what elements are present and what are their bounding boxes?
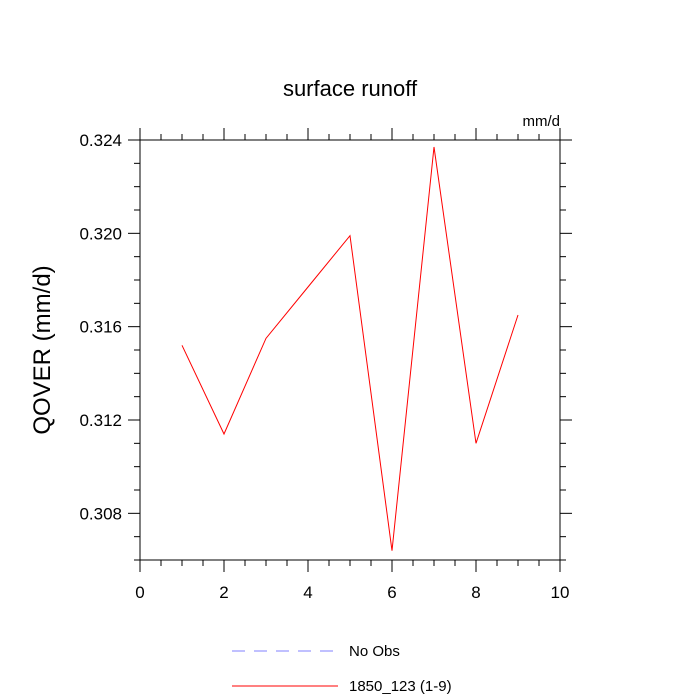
x-tick-label: 2 — [219, 583, 228, 602]
x-tick-label: 10 — [551, 583, 570, 602]
series-layer — [181, 146, 519, 551]
legend-label-0: No Obs — [349, 643, 400, 660]
units-label: mm/d — [523, 113, 561, 130]
plot-frame — [139, 139, 561, 561]
y-tick-label: 0.324 — [79, 131, 122, 150]
x-tick-label: 4 — [303, 583, 312, 602]
y-tick-label: 0.308 — [79, 504, 122, 523]
y-tick-label: 0.316 — [79, 318, 122, 337]
series-line-1 — [181, 146, 519, 551]
x-tick-label: 8 — [471, 583, 480, 602]
legend-label-1: 1850_123 (1-9) — [349, 678, 452, 695]
axis-ticks — [128, 128, 572, 572]
x-tick-label: 0 — [135, 583, 144, 602]
y-tick-label: 0.312 — [79, 411, 122, 430]
y-axis-label: QOVER (mm/d) — [29, 265, 56, 434]
axis-tick-labels: 0 2 4 6 8 10 0.308 0.312 0.316 0.320 0.324 — [79, 131, 569, 602]
y-tick-label: 0.320 — [79, 224, 122, 243]
chart-title: surface runoff — [283, 76, 418, 101]
legend: No Obs 1850_123 (1-9) — [232, 643, 452, 695]
x-tick-label: 6 — [387, 583, 396, 602]
